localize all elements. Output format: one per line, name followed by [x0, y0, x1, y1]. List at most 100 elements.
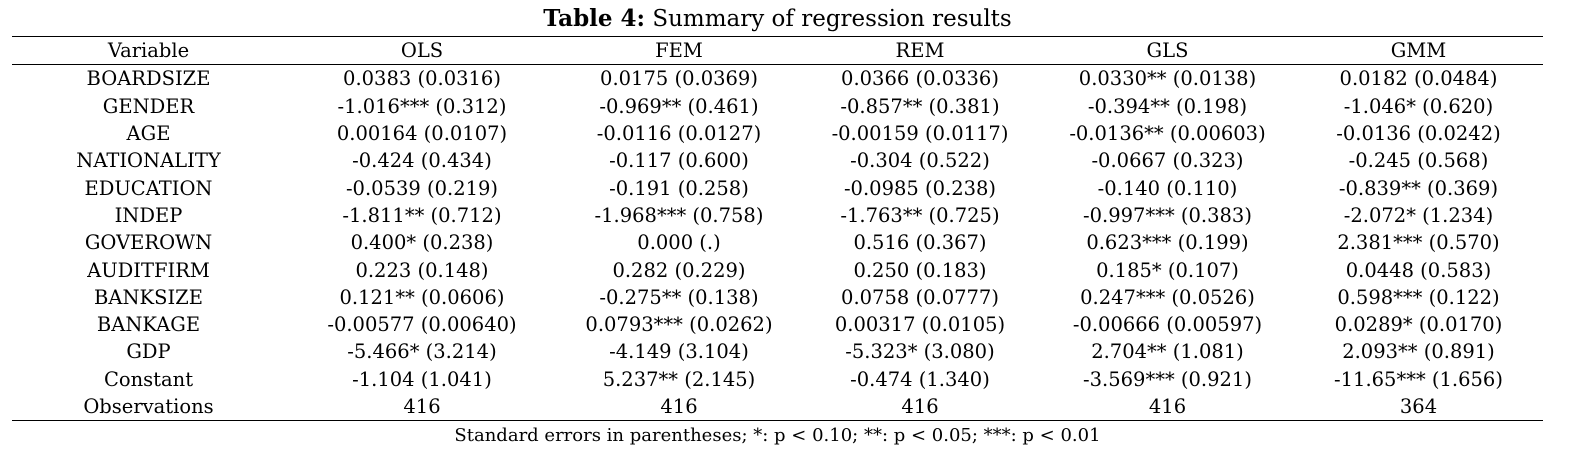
table-caption-label: Table 4:: [543, 5, 646, 32]
coefficient-cell: -0.00577 (0.00640): [327, 313, 517, 337]
regression-results-table: Variable OLS FEM REM GLS GMM BOARDSIZE 0.0383 …: [12, 35, 1543, 422]
coefficient-cell: 0.0383 (0.0316): [343, 67, 501, 91]
table-row: GOVEROWN 0.400* (0.238) 0.000 (.) 0.516 (0.…: [12, 229, 1543, 256]
coefficient-cell: 416: [799, 392, 1041, 422]
coefficient-cell: 0.282 (0.229): [612, 258, 746, 282]
table-caption-text: Summary of regression results: [645, 6, 1012, 32]
coefficient-cell: -0.474 (1.340): [850, 367, 990, 391]
coefficient-cell: -1.811** (0.712): [342, 203, 502, 227]
coefficient-cell: -2.072* (1.234): [1343, 203, 1494, 227]
coefficient-cell: -0.275** (0.138): [599, 285, 759, 309]
coefficient-cell: -0.0667 (0.323): [1091, 149, 1244, 173]
table-row: NATIONALITY -0.424 (0.434) -0.117 (0.600) -…: [12, 147, 1543, 174]
coefficient-cell: -0.00159 (0.0117): [831, 122, 1009, 146]
table-row: GDP -5.466* (3.214) -4.149 (3.104) -5.323* …: [12, 338, 1543, 365]
coefficient-cell: -0.191 (0.258): [609, 176, 749, 200]
variable-name-cell: BANKAGE: [96, 313, 201, 337]
table-row: Observations 416 416 416 416 364: [12, 392, 1543, 422]
coefficient-cell: 0.247*** (0.0526): [1080, 285, 1255, 309]
coefficient-cell: 0.516 (0.367): [853, 231, 987, 255]
coefficient-cell: -0.0985 (0.238): [843, 176, 997, 200]
column-header: GMM: [1294, 35, 1543, 66]
variable-name-cell: GDP: [126, 340, 171, 364]
coefficient-cell: 2.093** (0.891): [1342, 340, 1495, 364]
coefficient-cell: 0.0793*** (0.0262): [585, 313, 773, 337]
coefficient-cell: 416: [1041, 392, 1294, 422]
coefficient-cell: -0.969** (0.461): [599, 94, 759, 118]
coefficient-cell: -0.0136** (0.00603): [1069, 122, 1266, 146]
coefficient-cell: -11.65*** (1.656): [1334, 367, 1503, 391]
coefficient-cell: 0.185* (0.107): [1096, 258, 1239, 282]
table-row: BANKAGE -0.00577 (0.00640) 0.0793*** (0.02…: [12, 311, 1543, 338]
table-row: AGE 0.00164 (0.0107) -0.0116 (0.0127) -0.00…: [12, 120, 1543, 147]
coefficient-cell: -1.104 (1.041): [352, 367, 492, 391]
coefficient-cell: 0.0175 (0.0369): [600, 67, 758, 91]
coefficient-cell: -0.394** (0.198): [1087, 94, 1248, 118]
variable-name-cell: Observations: [12, 392, 285, 422]
coefficient-cell: -0.117 (0.600): [609, 149, 749, 173]
table-footnote: Standard errors in parentheses; *: p < 0…: [454, 425, 1101, 446]
coefficient-cell: 0.0448 (0.583): [1345, 258, 1492, 282]
coefficient-cell: 0.0330** (0.0138): [1078, 67, 1257, 91]
coefficient-cell: -0.140 (0.110): [1097, 176, 1238, 200]
variable-name-cell: AUDITFIRM: [87, 258, 210, 282]
coefficient-cell: 2.704** (1.081): [1091, 340, 1244, 364]
table-row: AUDITFIRM 0.223 (0.148) 0.282 (0.229) 0.250…: [12, 256, 1543, 283]
table-body: BOARDSIZE 0.0383 (0.0316) 0.0175 (0.0369) 0…: [12, 65, 1543, 422]
coefficient-cell: -0.997*** (0.383): [1083, 203, 1252, 227]
coefficient-cell: -0.0539 (0.219): [345, 176, 499, 200]
table-row: BOARDSIZE 0.0383 (0.0316) 0.0175 (0.0369) 0…: [12, 65, 1543, 93]
variable-name-cell: BOARDSIZE: [86, 67, 211, 91]
coefficient-cell: 0.0366 (0.0336): [841, 67, 999, 91]
coefficient-cell: 0.400* (0.238): [350, 231, 494, 255]
table-row: Constant -1.104 (1.041) 5.237** (2.145) -0.…: [12, 366, 1543, 393]
coefficient-cell: 0.598*** (0.122): [1337, 285, 1500, 309]
variable-name-cell: NATIONALITY: [76, 149, 221, 173]
variable-name-cell: GENDER: [102, 94, 195, 118]
coefficient-cell: -1.046* (0.620): [1343, 94, 1494, 118]
table-row: BANKSIZE 0.121** (0.0606) -0.275** (0.138)…: [12, 284, 1543, 311]
coefficient-cell: 416: [559, 392, 799, 422]
variable-name-cell: EDUCATION: [84, 176, 213, 200]
coefficient-cell: -0.00666 (0.00597): [1072, 313, 1263, 337]
coefficient-cell: 0.0182 (0.0484): [1339, 67, 1498, 91]
coefficient-cell: 0.623*** (0.199): [1086, 231, 1249, 255]
table-caption: Table 4: Summary of regression results: [0, 3, 1555, 35]
coefficient-cell: 0.00317 (0.0105): [834, 313, 1006, 337]
coefficient-cell: -5.323* (3.080): [845, 340, 995, 364]
table-header: Variable OLS FEM REM GLS GMM: [12, 35, 1543, 66]
coefficient-cell: -0.424 (0.434): [352, 149, 492, 173]
table-row: GENDER -1.016*** (0.312) -0.969** (0.461) -…: [12, 93, 1543, 120]
column-header: Variable: [12, 35, 285, 66]
coefficient-cell: -5.466* (3.214): [347, 340, 497, 364]
coefficient-cell: -4.149 (3.104): [609, 340, 749, 364]
table-row: EDUCATION -0.0539 (0.219) -0.191 (0.258) -0…: [12, 174, 1543, 201]
coefficient-cell: 0.121** (0.0606): [339, 285, 505, 309]
column-header: REM: [799, 35, 1041, 66]
coefficient-cell: -0.0136 (0.0242): [1336, 122, 1501, 146]
variable-name-cell: Constant: [103, 367, 194, 391]
coefficient-cell: 0.000 (.): [637, 231, 721, 255]
coefficient-cell: 0.0289* (0.0170): [1334, 313, 1503, 337]
header-row: Variable OLS FEM REM GLS GMM: [12, 35, 1543, 66]
coefficient-cell: 2.381*** (0.570): [1337, 231, 1500, 255]
coefficient-cell: -0.0116 (0.0127): [596, 122, 762, 146]
coefficient-cell: -0.245 (0.568): [1348, 149, 1489, 173]
coefficient-cell: 416: [285, 392, 559, 422]
coefficient-cell: 0.250 (0.183): [853, 258, 987, 282]
coefficient-cell: -1.968*** (0.758): [594, 203, 764, 227]
coefficient-cell: -1.016*** (0.312): [337, 94, 507, 118]
coefficient-cell: 364: [1294, 392, 1543, 422]
column-header: OLS: [285, 35, 559, 66]
coefficient-cell: -3.569*** (0.921): [1083, 367, 1252, 391]
variable-name-cell: GOVEROWN: [84, 231, 213, 255]
coefficient-cell: -0.839** (0.369): [1338, 176, 1499, 200]
coefficient-cell: 0.0758 (0.0777): [841, 285, 999, 309]
coefficient-cell: -1.763** (0.725): [840, 203, 1000, 227]
variable-name-cell: AGE: [126, 122, 171, 146]
column-header: GLS: [1041, 35, 1294, 66]
coefficient-cell: 5.237** (2.145): [602, 367, 756, 391]
coefficient-cell: -0.857** (0.381): [840, 94, 1000, 118]
table-row: INDEP -1.811** (0.712) -1.968*** (0.758) -1…: [12, 202, 1543, 229]
coefficient-cell: -0.304 (0.522): [850, 149, 990, 173]
